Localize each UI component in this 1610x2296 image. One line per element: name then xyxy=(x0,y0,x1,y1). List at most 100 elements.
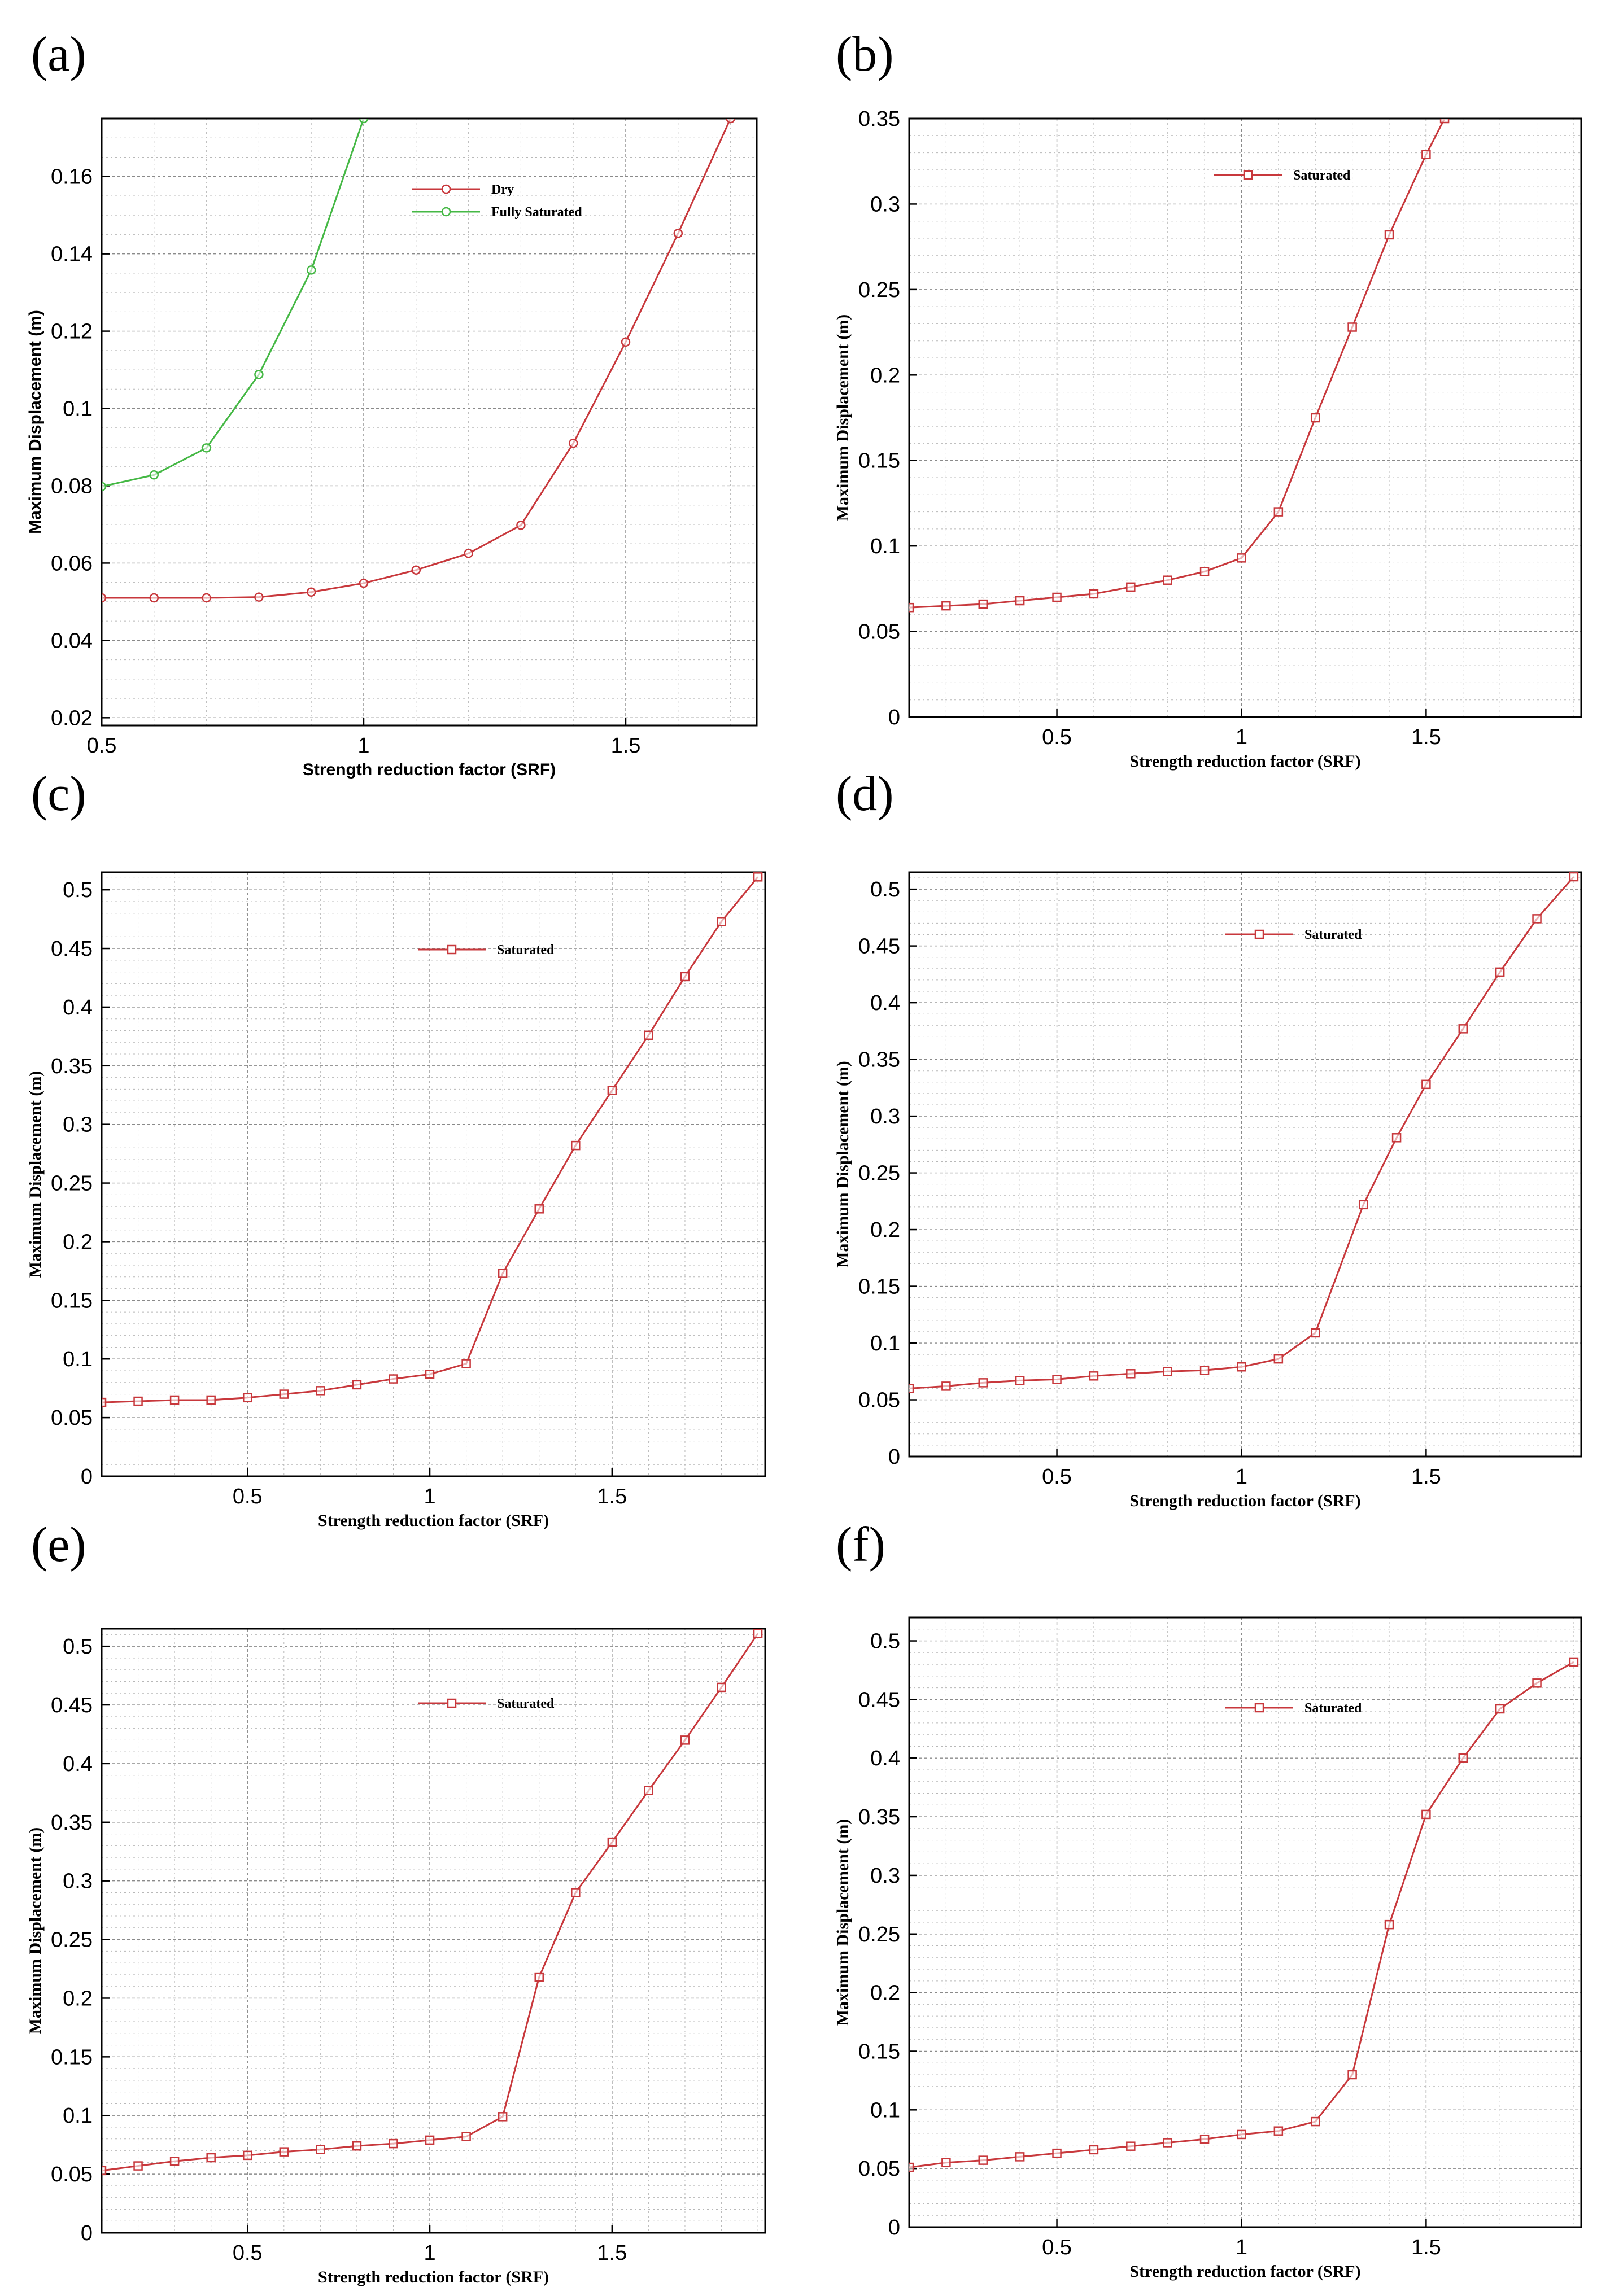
x-tick-label: 1.5 xyxy=(597,2241,627,2265)
legend: Saturated xyxy=(1225,1701,1362,1716)
data-point xyxy=(978,599,988,609)
series-group xyxy=(102,1629,763,2176)
y-axis-title: Maximum Displacement (m) xyxy=(834,1061,852,1268)
data-point xyxy=(169,1395,180,1405)
y-tick-label: 0.4 xyxy=(63,1752,93,1776)
data-point xyxy=(133,1396,143,1406)
y-tick-label: 0.5 xyxy=(63,1635,93,1659)
legend-label: Saturated xyxy=(1304,1701,1362,1716)
data-point xyxy=(1421,150,1431,159)
data-point xyxy=(1421,1809,1431,1820)
data-point xyxy=(498,2112,508,2122)
data-point xyxy=(102,2166,107,2176)
data-point xyxy=(1199,567,1210,576)
y-tick-label: 0 xyxy=(888,2216,900,2240)
y-tick-label: 0.25 xyxy=(858,1923,900,1947)
y-tick-label: 0.12 xyxy=(51,320,93,344)
legend-label: Dry xyxy=(491,182,514,197)
legend-label: Saturated xyxy=(497,943,555,957)
data-point xyxy=(1199,1366,1210,1375)
y-axis-title: Maximum Displacement (m) xyxy=(26,1071,45,1278)
legend-label: Saturated xyxy=(1304,928,1362,942)
plot-frame xyxy=(908,117,1582,718)
legend: Saturated xyxy=(418,1696,555,1711)
data-point xyxy=(1421,1079,1431,1090)
data-point xyxy=(206,2153,216,2163)
y-tick-label: 0.15 xyxy=(858,2040,900,2063)
y-tick-label: 0.25 xyxy=(51,1172,93,1196)
y-tick-label: 0.04 xyxy=(51,629,93,653)
y-tick-label: 0.3 xyxy=(870,1864,900,1888)
y-tick-label: 0.25 xyxy=(858,278,900,302)
data-point xyxy=(621,337,631,347)
data-point xyxy=(571,1140,581,1151)
data-point xyxy=(1015,596,1025,606)
x-tick-label: 1.5 xyxy=(1411,2236,1441,2259)
data-point xyxy=(359,119,369,124)
data-point xyxy=(516,521,526,530)
legend-marker xyxy=(447,944,457,955)
y-tick-label: 0.2 xyxy=(63,1230,93,1254)
chart-panel-b: (b) 0.5 1 1.5 0 0.05 0.1 0.15 0.2 0.25 0.3 0.35 Stre… xyxy=(834,27,1582,771)
data-point xyxy=(306,265,316,275)
data-point xyxy=(102,482,107,492)
data-point xyxy=(909,1384,914,1393)
y-tick-label: 0.15 xyxy=(51,1289,93,1313)
data-point xyxy=(254,592,264,602)
data-point xyxy=(1310,413,1320,423)
data-point xyxy=(1015,2152,1025,2162)
legend: Dry Fully Saturated xyxy=(412,182,582,220)
data-point xyxy=(279,1389,289,1399)
x-tick-label: 0.5 xyxy=(87,734,117,758)
y-tick-label: 0.4 xyxy=(870,1747,900,1770)
x-tick-label: 0.5 xyxy=(233,2241,263,2265)
y-tick-label: 0.2 xyxy=(870,364,900,387)
data-point xyxy=(1273,1354,1284,1364)
data-point xyxy=(644,1786,653,1795)
data-point xyxy=(607,1086,617,1095)
data-point xyxy=(568,438,578,448)
data-point xyxy=(1089,1371,1099,1381)
x-tick-label: 0.5 xyxy=(1042,2236,1072,2259)
y-tick-label: 0.3 xyxy=(63,1870,93,1893)
y-tick-label: 0.45 xyxy=(858,1688,900,1712)
data-point xyxy=(1237,2129,1246,2140)
data-point xyxy=(1126,582,1136,592)
y-tick-label: 0.35 xyxy=(858,107,900,131)
legend: Saturated xyxy=(418,943,555,957)
y-tick-label: 0.08 xyxy=(51,474,93,498)
data-point xyxy=(149,593,159,603)
data-point xyxy=(1495,1704,1505,1714)
data-point xyxy=(316,1386,325,1396)
legend-label: Saturated xyxy=(497,1696,555,1711)
x-axis-title: Strength reduction factor (SRF) xyxy=(318,2268,549,2286)
series-line-saturated xyxy=(909,119,1446,609)
data-point xyxy=(352,1380,362,1390)
y-tick-label: 0.3 xyxy=(870,193,900,216)
data-point xyxy=(1052,2148,1062,2158)
panel-label: (d) xyxy=(836,767,894,821)
data-point xyxy=(607,1837,617,1847)
data-point xyxy=(1439,119,1450,124)
x-tick-label: 0.5 xyxy=(1042,725,1072,749)
x-tick-label: 1 xyxy=(1236,1465,1247,1489)
data-point xyxy=(359,578,369,588)
y-tick-label: 0.4 xyxy=(63,996,93,1020)
y-tick-label: 0.1 xyxy=(63,397,93,421)
y-tick-label: 0.2 xyxy=(63,1987,93,2010)
data-point xyxy=(1532,914,1542,924)
data-point xyxy=(464,549,473,558)
y-tick-label: 0.2 xyxy=(870,1218,900,1242)
grid xyxy=(909,1617,1581,2227)
x-tick-label: 1 xyxy=(1236,725,1247,749)
plot-frame xyxy=(101,871,766,1477)
x-tick-label: 0.5 xyxy=(1042,1465,1072,1489)
y-tick-label: 0.3 xyxy=(63,1113,93,1137)
data-point xyxy=(1310,2116,1320,2127)
panel-label: (c) xyxy=(31,767,86,821)
data-point xyxy=(1495,967,1505,977)
data-point xyxy=(202,443,211,453)
y-tick-label: 0.1 xyxy=(870,535,900,558)
y-tick-label: 0 xyxy=(888,1445,900,1469)
